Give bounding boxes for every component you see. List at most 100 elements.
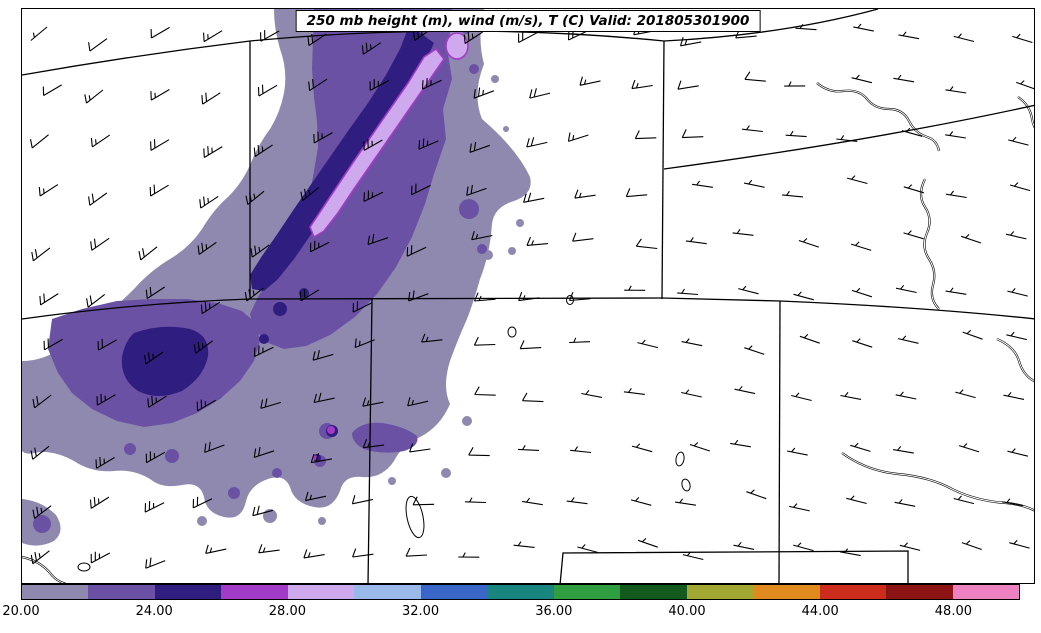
wind-barb	[529, 88, 551, 99]
wind-barb	[363, 139, 383, 151]
wind-barb	[304, 491, 327, 502]
wind-barb	[631, 443, 653, 453]
wind-barb	[466, 184, 487, 196]
wind-barb	[846, 495, 867, 505]
wind-speed-fill-region	[516, 219, 524, 227]
wind-barb	[409, 443, 431, 453]
wind-barb	[413, 27, 433, 42]
wind-barb	[362, 397, 384, 407]
wind-speed-fill-region	[491, 75, 499, 83]
lakes-layer	[77, 295, 691, 572]
wind-barb	[681, 129, 704, 139]
wind-barb	[144, 501, 165, 513]
wind-barb	[204, 441, 225, 453]
colorbar-segment	[221, 585, 288, 599]
state-border	[663, 9, 879, 42]
wind-barb	[149, 184, 169, 197]
wind-barb	[90, 237, 110, 251]
wind-barb	[567, 132, 589, 142]
wind-barb	[253, 144, 273, 157]
wind-barb	[352, 300, 373, 313]
wind-barb	[421, 78, 442, 90]
colorbar-segment	[686, 585, 754, 599]
river-outline	[816, 82, 941, 152]
wind-barb	[312, 349, 334, 361]
wind-barb	[798, 238, 819, 248]
wind-barb	[730, 439, 751, 448]
wind-speed-fill-region	[469, 154, 479, 164]
colorbar-segment	[753, 585, 820, 599]
wind-barb	[630, 497, 652, 506]
wind-speed-fill-region	[508, 247, 516, 255]
wind-barb	[244, 287, 264, 302]
colorbar-segment	[22, 585, 89, 599]
wind-barb	[308, 78, 328, 92]
wind-barb	[1012, 33, 1033, 44]
colorbar-tick-label: 48.00	[934, 604, 972, 619]
wind-barb	[30, 26, 48, 41]
wind-barb	[363, 190, 384, 202]
wind-speed-fill-region	[462, 416, 472, 426]
wind-barb	[851, 74, 873, 84]
wind-barb	[518, 291, 540, 302]
state-border	[559, 550, 909, 583]
wind-barb	[734, 385, 756, 395]
state-border	[22, 40, 251, 76]
wind-barb	[526, 236, 548, 246]
wind-barb	[897, 335, 919, 344]
wind-barb	[1003, 391, 1025, 400]
wind-barb	[42, 84, 62, 96]
wind-barb	[953, 33, 975, 43]
wind-barb	[192, 496, 213, 509]
river-outline	[22, 555, 67, 583]
wind-barb	[150, 139, 170, 151]
wind-barb	[1009, 182, 1031, 192]
wind-barb	[682, 551, 704, 561]
wind-barb	[1002, 498, 1024, 507]
wind-barb	[743, 179, 765, 188]
wind-barb	[1006, 331, 1028, 341]
wind-barb	[200, 301, 221, 315]
wind-barb	[260, 30, 280, 42]
wind-barb	[517, 445, 540, 451]
wind-barb	[407, 397, 429, 407]
wind-barb	[458, 552, 480, 558]
wind-barb	[150, 26, 170, 39]
wind-speed-fill-region	[441, 468, 451, 478]
wind-barb	[31, 247, 51, 262]
wind-barb	[526, 137, 548, 148]
wind-barb	[744, 71, 766, 82]
wind-barb	[1008, 136, 1029, 146]
river-outline	[919, 178, 940, 310]
wind-barb	[899, 542, 921, 551]
state-border	[661, 40, 665, 300]
wind-barb	[681, 338, 703, 347]
map-frame: 250 mb height (m), wind (m/s), T (C) Val…	[21, 8, 1035, 584]
wind-barb	[894, 498, 916, 507]
lake-outline	[77, 562, 91, 572]
wind-speed-fill-region	[121, 326, 209, 396]
wind-barb	[785, 130, 807, 138]
wind-speed-fill-region	[469, 64, 479, 74]
wind-barb	[86, 293, 106, 308]
river-outline	[841, 452, 1034, 512]
lake-outline	[405, 495, 425, 539]
colorbar-tick-label: 20.00	[2, 604, 40, 619]
wind-barb	[463, 31, 484, 44]
wind-speed-fill-region	[477, 244, 487, 254]
wind-barb	[196, 399, 216, 412]
wind-barb	[145, 286, 166, 300]
wind-speed-fill-region	[250, 29, 434, 291]
wind-barb	[421, 333, 443, 343]
wind-barb	[791, 392, 812, 402]
wind-barb	[793, 542, 814, 552]
wind-barb	[138, 246, 158, 261]
colorbar-segment	[354, 585, 421, 599]
wind-barb	[351, 494, 374, 505]
wind-barb	[741, 125, 763, 133]
wind-barb	[675, 498, 696, 506]
wind-barb	[945, 131, 966, 139]
wind-barb	[150, 89, 170, 101]
colorbar-tick-label: 40.00	[668, 604, 706, 619]
wind-barb	[43, 338, 63, 351]
